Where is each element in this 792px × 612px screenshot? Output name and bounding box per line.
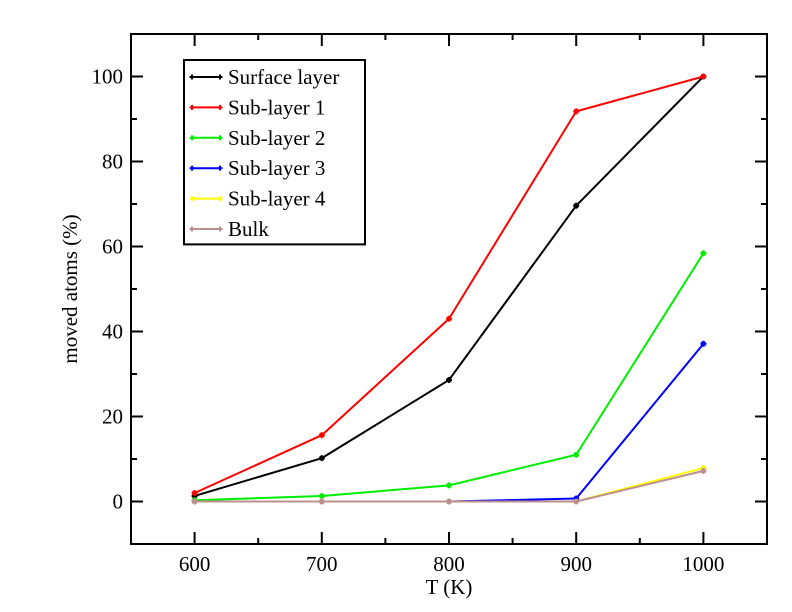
x-axis-label: T (K) — [426, 575, 473, 599]
y-tick-label: 100 — [92, 65, 124, 89]
x-tick-label: 700 — [306, 552, 338, 576]
data-point-bulk — [318, 498, 325, 505]
legend: Surface layer Sub-layer 1 Sub-layer 2 Sub-l… — [183, 59, 366, 246]
data-point-sub-layer-1 — [700, 73, 707, 80]
y-tick-label: 0 — [113, 490, 124, 514]
y-tick-label: 20 — [102, 405, 123, 429]
data-point-sub-layer-3 — [700, 340, 707, 347]
legend-label: Sub-layer 1 — [228, 95, 325, 119]
legend-label: Surface layer — [228, 65, 339, 89]
x-tick-label: 1000 — [682, 552, 724, 576]
x-tick-label: 600 — [179, 552, 211, 576]
legend-item-surface-layer: Surface layer — [189, 65, 339, 89]
y-tick-label: 40 — [102, 320, 123, 344]
y-tick-label: 60 — [102, 235, 123, 259]
y-tick-labels: 0 20 40 60 80 100 — [92, 65, 124, 514]
data-point-sub-layer-1 — [446, 315, 452, 322]
data-point-sub-layer-2 — [700, 250, 707, 257]
data-point-bulk — [573, 498, 580, 505]
legend-item-bulk: Bulk — [189, 217, 269, 241]
x-tick-label: 800 — [433, 552, 465, 576]
legend-label: Bulk — [228, 217, 269, 241]
legend-box — [183, 59, 366, 246]
legend-item-sub-layer-2: Sub-layer 2 — [189, 126, 325, 150]
legend-label: Sub-layer 2 — [228, 126, 325, 150]
data-point-sub-layer-2 — [446, 482, 452, 489]
data-point-bulk — [446, 498, 452, 505]
data-point-sub-layer-2 — [573, 451, 580, 458]
x-tick-labels: 600 700 800 900 1000 — [179, 552, 725, 576]
data-point-bulk — [700, 467, 707, 474]
data-point-sub-layer-1 — [318, 432, 325, 439]
legend-label: Sub-layer 3 — [228, 156, 325, 180]
data-point-sub-layer-1 — [573, 108, 580, 115]
series-layer — [191, 73, 707, 505]
legend-item-sub-layer-4: Sub-layer 4 — [189, 187, 326, 211]
y-tick-label: 80 — [102, 150, 123, 174]
data-point-surface-layer — [573, 202, 580, 209]
data-point-sub-layer-2 — [318, 492, 325, 499]
data-point-bulk — [191, 498, 198, 505]
legend-label: Sub-layer 4 — [228, 187, 326, 211]
y-axis-label: moved atoms (%) — [58, 214, 82, 363]
x-tick-label: 900 — [560, 552, 592, 576]
data-point-surface-layer — [446, 376, 452, 383]
legend-item-sub-layer-1: Sub-layer 1 — [189, 95, 325, 119]
plot-frame — [130, 33, 768, 545]
data-point-sub-layer-1 — [191, 490, 198, 496]
legend-item-sub-layer-3: Sub-layer 3 — [189, 156, 325, 180]
data-point-surface-layer — [318, 455, 325, 462]
